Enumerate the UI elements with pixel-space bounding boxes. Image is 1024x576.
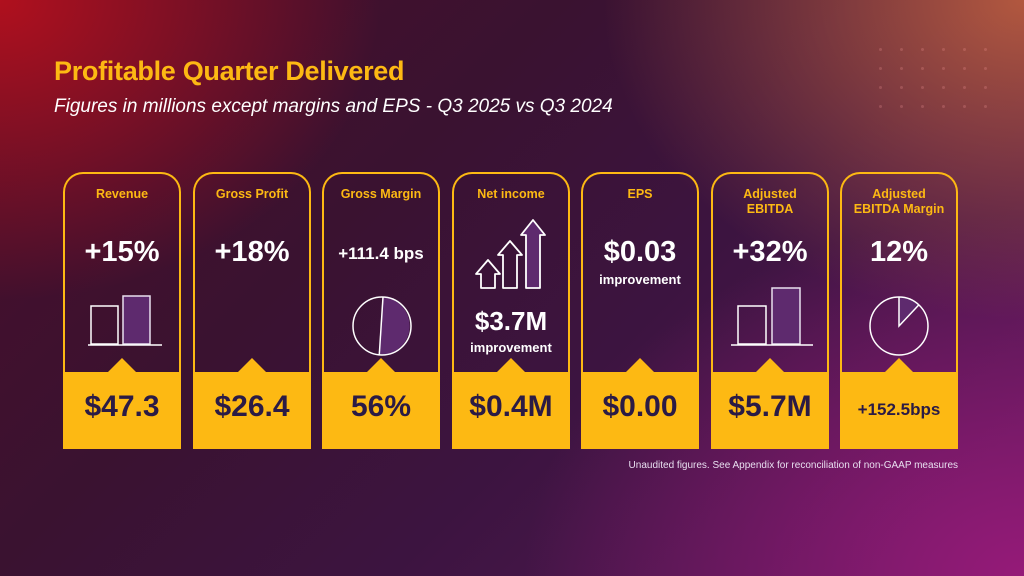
card-notch <box>107 358 137 373</box>
card-frame <box>581 172 699 447</box>
card-metric: +18% <box>214 236 290 268</box>
card-value-band <box>452 372 570 449</box>
decorative-dot-grid <box>870 40 1000 120</box>
card-value-band <box>711 372 829 449</box>
arrows-up-icon <box>475 219 546 289</box>
kpi-card-revenue: Revenue +15% $47.3 <box>63 172 181 449</box>
card-label-line: EBITDA <box>746 202 794 216</box>
card-metric: $0.03 <box>603 236 677 268</box>
card-value-band <box>322 372 440 449</box>
card-metric: +15% <box>84 236 160 268</box>
footnote: Unaudited figures. See Appendix for reco… <box>628 460 958 471</box>
card-value: $0.00 <box>602 390 678 423</box>
card-metric-sub: improvement <box>470 340 552 355</box>
card-label: EPS <box>627 187 653 201</box>
card-frame <box>193 172 311 447</box>
card-frame <box>322 172 440 447</box>
card-notch <box>884 358 914 373</box>
card-label-line: Adjusted <box>872 187 926 201</box>
card-label: Net income <box>477 187 545 201</box>
card-metric: $3.7M <box>474 306 548 336</box>
card-value: $5.7M <box>728 390 812 423</box>
card-label-line: EBITDA Margin <box>853 202 945 216</box>
card-value-band <box>63 372 181 449</box>
page-title: Profitable Quarter Delivered <box>54 56 405 86</box>
card-value: +152.5bps <box>857 400 941 419</box>
pie-chart-icon <box>869 296 929 356</box>
kpi-card-gross-margin: Gross Margin +111.4 bps 56% <box>322 172 440 449</box>
card-value: $26.4 <box>214 390 290 423</box>
page-subtitle: Figures in millions except margins and E… <box>54 96 613 117</box>
card-label-line: Adjusted <box>743 187 797 201</box>
kpi-card-adjusted-ebitda: Adjusted EBITDA +32% $5.7M <box>711 172 829 449</box>
card-label: Gross Margin <box>340 187 422 201</box>
card-notch <box>625 358 655 373</box>
card-value: 56% <box>350 390 412 423</box>
kpi-card-gross-profit: Gross Profit +18% $26.4 <box>193 172 311 449</box>
card-frame <box>452 172 570 447</box>
pie-chart-icon <box>352 296 412 356</box>
card-frame <box>63 172 181 447</box>
card-label: Gross Profit <box>215 187 289 201</box>
card-value-band <box>840 372 958 449</box>
bar-chart-icon <box>731 287 813 346</box>
card-label: Adjusted EBITDA Margin <box>840 187 958 217</box>
card-label: Revenue <box>95 187 149 201</box>
card-value-band <box>193 372 311 449</box>
kpi-card-eps: EPS $0.03 improvement $0.00 <box>581 172 699 449</box>
card-value-band <box>581 372 699 449</box>
card-frame <box>840 172 958 447</box>
card-value: $47.3 <box>84 390 160 423</box>
card-notch <box>755 358 785 373</box>
card-metric: 12% <box>869 236 929 268</box>
card-metric-sub: improvement <box>599 272 681 287</box>
card-notch <box>496 358 526 373</box>
card-notch <box>237 358 267 373</box>
card-frame <box>711 172 829 447</box>
card-notch <box>366 358 396 373</box>
card-metric: +32% <box>732 236 808 268</box>
card-metric: +111.4 bps <box>338 244 424 263</box>
bar-chart-icon <box>88 295 162 346</box>
card-label: Adjusted EBITDA <box>711 187 829 217</box>
kpi-card-net-income: Net income $3.7M improvement $0.4M <box>452 172 570 449</box>
card-value: $0.4M <box>469 390 553 423</box>
kpi-card-adjusted-ebitda-margin: Adjusted EBITDA Margin 12% +152.5bps <box>840 172 958 449</box>
